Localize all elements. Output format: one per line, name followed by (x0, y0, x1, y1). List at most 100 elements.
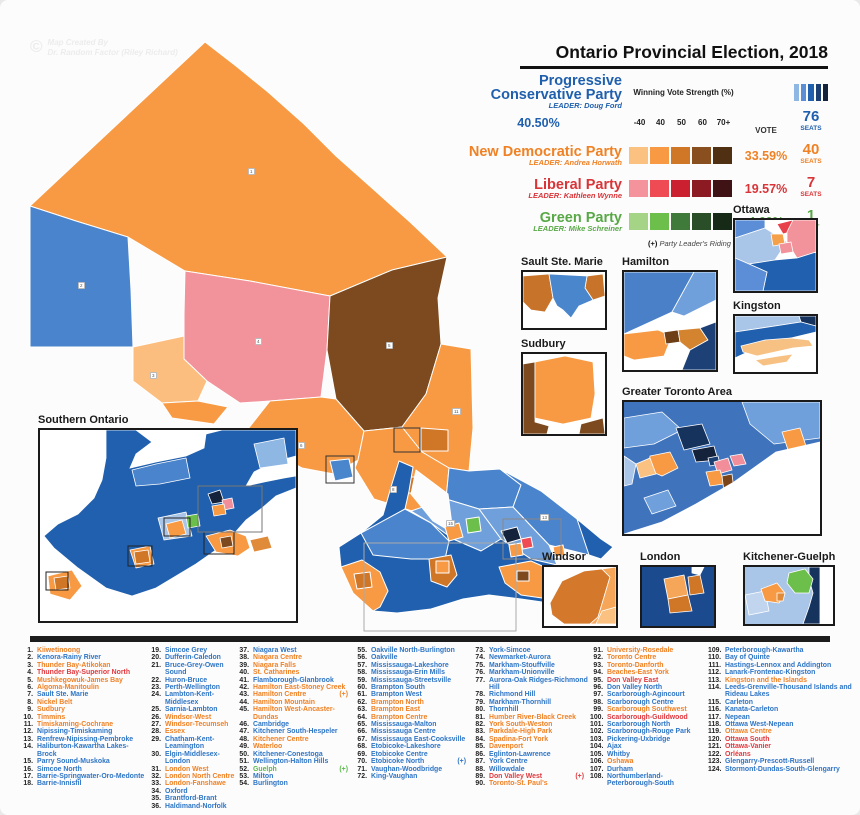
riding-name: Hastings-Lennox and Addington (725, 661, 832, 669)
riding-name: Brampton North (371, 698, 424, 706)
riding-name: Beaches-East York (607, 669, 669, 677)
riding-number: 10. (23, 713, 33, 721)
riding-number: 42. (239, 684, 249, 692)
riding-list-item: 32. London North Centre (148, 773, 236, 780)
seats-ndp: 40 (802, 141, 820, 158)
riding-number: 71. (357, 765, 367, 773)
riding-name: Toronto Centre (607, 654, 657, 662)
seats-label-pc: SEATS (800, 125, 822, 132)
riding-name: Mississauga East-Cooksville (371, 735, 466, 743)
riding-number-chip: 6 (298, 442, 305, 449)
riding-name: Whitby (607, 750, 630, 758)
riding-list-item: 112. Lanark-Frontenac-Kingston (708, 669, 854, 676)
riding-list-item: 113. Kingston and the Islands (708, 677, 854, 684)
riding-name: Scarborough Southwest (607, 706, 687, 714)
party-name-pc: Progressive Conservative Party (490, 73, 622, 103)
riding-list-column: 37. Niagara West 38. Niagara Centre 39. Niaga… (236, 647, 354, 810)
riding-list-item: 36. Haldimand-Norfolk (148, 803, 236, 810)
riding-number-chip: 13 (540, 514, 550, 521)
riding-list-item: 14. Haliburton-Kawartha Lakes-Brock (20, 743, 148, 758)
riding-name: Northumberland-Peterborough-South (607, 772, 674, 788)
leader-riding-note: (+) Party Leader's Riding (648, 239, 731, 248)
riding-list-item: 52. Guelph (+) (236, 766, 354, 773)
riding-list-item: 29. Chatham-Kent-Leamington (148, 736, 236, 751)
watermark-line1: Map Created By (47, 38, 108, 47)
inset-source-sudbury (393, 427, 421, 453)
riding-list-item: 84. Spadina-Fort York (472, 736, 590, 743)
strength-scale-ticks: -40 40 50 60 70+ (629, 118, 738, 127)
color-swatch (713, 180, 732, 197)
riding-number: 37. (239, 647, 249, 654)
riding-number: 5. (27, 676, 33, 684)
riding-number: 104. (590, 743, 604, 751)
riding-list-item: 22. Huron-Bruce (148, 677, 236, 684)
scale-tick: 40 (656, 118, 665, 127)
riding-number: 58. (357, 669, 367, 677)
riding-number: 1. (27, 647, 33, 654)
riding-list-column: 109. Peterborough-Kawartha 110. Bay of Quin… (708, 647, 854, 810)
riding-number: 109. (708, 647, 722, 654)
riding-list-item: 109. Peterborough-Kawartha (708, 647, 854, 654)
riding-list-item: 9. Sudbury (20, 706, 148, 713)
riding-number: 40. (239, 669, 249, 677)
riding-number: 50. (239, 750, 249, 758)
riding-name: Stormont-Dundas-South-Glengarry (725, 765, 840, 773)
riding-name: Bruce-Grey-Owen Sound (165, 661, 224, 677)
riding-number: 48. (239, 735, 249, 743)
riding-name: Haliburton-Kawartha Lakes-Brock (37, 743, 129, 758)
color-scale-green (629, 213, 738, 230)
riding-name: Lambton-Kent-Middlesex (165, 691, 214, 706)
riding-number: 8. (27, 698, 33, 706)
riding-name: Humber River-Black Creek (489, 713, 576, 721)
region-sault-ste-marie (329, 458, 354, 482)
riding-name: Mississauga-Erin Mills (371, 669, 445, 677)
riding-list-item: 17. Barrie-Springwater-Oro-Medonte (20, 773, 148, 780)
riding-list-item: 37. Niagara West (236, 647, 354, 654)
riding-name: St. Catharines (253, 669, 300, 677)
riding-name: Durham (607, 765, 634, 773)
riding-number: 112. (708, 669, 722, 677)
scale-tick: 60 (698, 118, 707, 127)
riding-list-item: 50. Kitchener-Conestoga (236, 751, 354, 758)
riding-name: Markham-Stouffville (489, 661, 555, 669)
riding-list-item: 77. Aurora-Oak Ridges-Richmond Hill (472, 677, 590, 692)
riding-list-item: 80. Thornhill (472, 706, 590, 713)
georgian-bay-water (410, 469, 454, 534)
riding-name: Etobicoke-Lakeshore (371, 743, 441, 751)
riding-name: Sudbury (37, 706, 65, 714)
leader-riding-marker: (+) (575, 772, 584, 780)
inset-windsor: Windsor (542, 551, 618, 628)
riding-list-item: 121. Ottawa-Vanier (708, 743, 854, 750)
riding-list-item: 21. Bruce-Grey-Owen Sound (148, 662, 236, 677)
inset-london: London (640, 551, 716, 628)
riding-number: 26. (151, 713, 161, 721)
riding-name: Don Valley North (607, 684, 663, 692)
riding-name: Scarborough-Agincourt (607, 691, 685, 699)
region-don-valley-west (520, 536, 534, 550)
riding-name: York-Simcoe (489, 647, 531, 654)
riding-number: 4. (27, 669, 33, 677)
riding-number: 17. (23, 772, 33, 780)
riding-list-item: 25. Sarnia-Lambton (148, 706, 236, 713)
riding-number-chip: 1 (248, 168, 255, 175)
riding-list-item: 123. Glengarry-Prescott-Russell (708, 758, 854, 765)
color-swatch (650, 147, 669, 164)
riding-number: 28. (151, 728, 161, 736)
riding-number: 120. (708, 735, 722, 743)
riding-number: 95. (593, 676, 603, 684)
riding-name: Barrie-Springwater-Oro-Medonte (37, 772, 145, 780)
riding-name: York Centre (489, 758, 528, 766)
riding-name: Scarborough-Guildwood (607, 713, 688, 721)
riding-number: 30. (151, 750, 161, 758)
scale-tick: 50 (677, 118, 686, 127)
color-swatch (815, 83, 821, 101)
riding-list-item: 61. Brampton West (354, 691, 472, 698)
riding-number: 49. (239, 743, 249, 751)
riding-name: Spadina-Fort York (489, 735, 549, 743)
riding-number: 15. (23, 758, 33, 766)
riding-name: Vaughan-Woodbridge (371, 765, 443, 773)
riding-list-column: 1. Kiiwetinoong 2. Kenora-Rainy River 3. Thun… (20, 647, 148, 810)
inset-label: Kitchener-Guelph (743, 551, 836, 563)
vote-share-pc: 40.50% (517, 115, 560, 130)
riding-list-item: 94. Beaches-East York (590, 669, 708, 676)
